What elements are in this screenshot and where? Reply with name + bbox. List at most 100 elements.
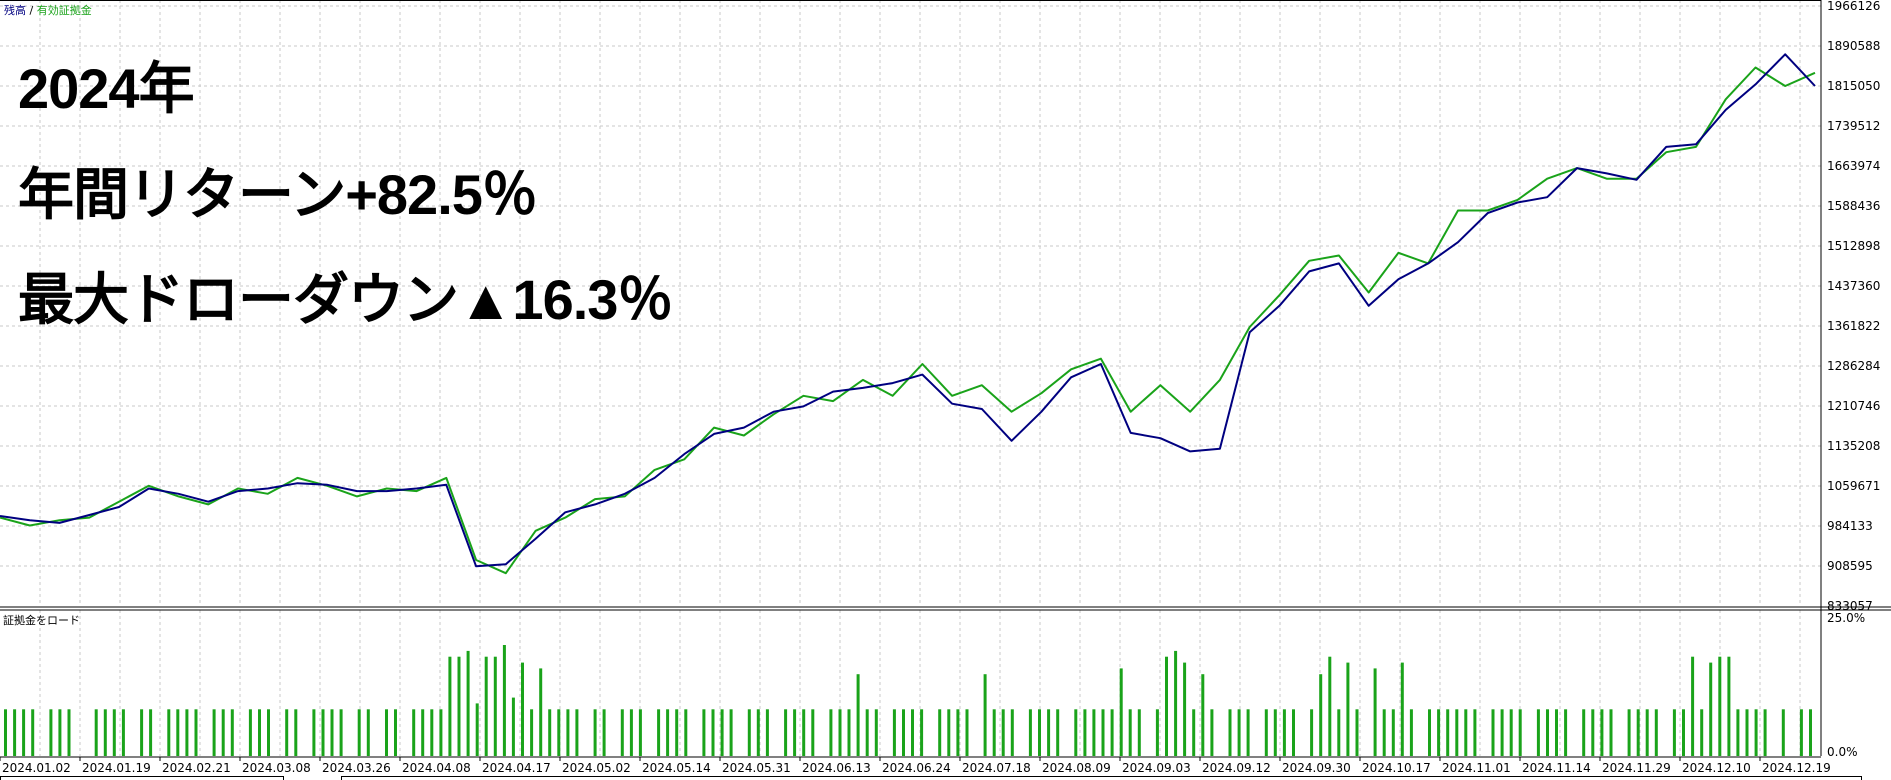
overlay-year: 2024年 xyxy=(18,57,195,120)
margin-load-bar xyxy=(1682,709,1685,756)
margin-load-bar xyxy=(1273,709,1277,756)
margin-load-bar xyxy=(58,709,62,756)
margin-load-bar xyxy=(874,709,878,756)
x-tick-label: 2024.05.14 xyxy=(642,761,711,775)
margin-load-bar xyxy=(140,709,144,756)
margin-load-bar xyxy=(1564,709,1568,756)
margin-load-bar xyxy=(176,709,180,756)
margin-load-bar xyxy=(475,703,479,756)
x-tick-label: 2024.02.21 xyxy=(162,761,231,775)
margin-load-bar xyxy=(1709,662,1713,756)
x-tick-label: 2024.07.18 xyxy=(962,761,1031,775)
margin-load-bar xyxy=(802,709,806,756)
margin-load-bar xyxy=(1056,709,1060,756)
margin-load-bar xyxy=(729,709,733,756)
margin-load-bar xyxy=(285,709,289,756)
y-tick-label: 984133 xyxy=(1827,519,1873,533)
margin-load-bar xyxy=(230,709,234,756)
y-tick-label: 1815050 xyxy=(1827,79,1880,93)
margin-load-bar xyxy=(629,709,633,756)
x-tick-label: 2024.03.26 xyxy=(322,761,391,775)
y-tick-label: 1739512 xyxy=(1827,119,1880,133)
margin-load-bar xyxy=(1400,662,1404,756)
margin-load-bar xyxy=(1183,662,1187,756)
margin-load-bar xyxy=(1455,709,1459,756)
margin-load-bar xyxy=(620,709,624,756)
margin-load-bar xyxy=(221,709,225,756)
margin-load-bar xyxy=(1165,656,1168,756)
x-tick-label: 2024.05.02 xyxy=(562,761,631,775)
margin-load-bar xyxy=(756,709,760,756)
x-tick-label: 2024.05.31 xyxy=(722,761,791,775)
margin-load-bar xyxy=(112,709,116,756)
x-tick-label: 2024.09.30 xyxy=(1282,761,1351,775)
margin-load-bar xyxy=(1391,709,1395,756)
x-tick-label: 2024.10.17 xyxy=(1362,761,1431,775)
bottom-scroll-box xyxy=(341,776,1862,780)
margin-load-bar xyxy=(548,709,552,756)
margin-load-bar xyxy=(13,709,17,756)
margin-load-bar xyxy=(1110,709,1114,756)
margin-load-bar xyxy=(1246,709,1250,756)
y-tick-label: 1286284 xyxy=(1827,359,1880,373)
margin-load-bar xyxy=(1600,709,1604,756)
margin-load-bar xyxy=(983,674,987,756)
margin-load-bar xyxy=(1210,709,1214,756)
y-tick-label: 1437360 xyxy=(1827,279,1880,293)
x-tick-label: 2024.11.29 xyxy=(1602,761,1671,775)
margin-load-bar xyxy=(1346,662,1350,756)
margin-load-bar xyxy=(4,709,7,756)
margin-load-bar xyxy=(829,709,833,756)
margin-load-bar xyxy=(1591,709,1595,756)
margin-load-bar xyxy=(675,709,679,756)
margin-load-bar xyxy=(49,709,53,756)
margin-load-bar xyxy=(1691,656,1695,756)
margin-y-tick-label: 25.0% xyxy=(1827,611,1865,625)
margin-load-bar xyxy=(720,709,724,756)
margin-load-bar xyxy=(1809,709,1812,756)
margin-load-bar xyxy=(702,709,706,756)
margin-load-bar xyxy=(1101,709,1105,756)
margin-load-bar xyxy=(339,709,343,756)
y-tick-label: 1890588 xyxy=(1827,39,1880,53)
x-tick-label: 2024.12.10 xyxy=(1682,761,1751,775)
margin-load-bar xyxy=(711,709,715,756)
margin-load-bar xyxy=(1799,709,1803,756)
margin-load-bar xyxy=(1700,709,1704,756)
margin-load-bar xyxy=(1119,668,1123,756)
margin-load-bar xyxy=(1491,709,1495,756)
margin-load-bar xyxy=(1128,709,1132,756)
margin-load-bar xyxy=(194,709,198,756)
margin-load-bar xyxy=(1509,709,1513,756)
margin-load-bar xyxy=(1292,709,1295,756)
margin-load-bar xyxy=(557,709,561,756)
margin-load-bar xyxy=(267,709,270,756)
margin-load-bar xyxy=(530,709,534,756)
margin-load-bar xyxy=(421,709,425,756)
margin-load-bar xyxy=(484,656,488,756)
margin-load-bar xyxy=(847,709,851,756)
margin-load-bar xyxy=(747,709,751,756)
margin-load-bar xyxy=(312,709,316,756)
margin-load-bar xyxy=(1736,709,1740,756)
margin-load-bar xyxy=(1672,709,1676,756)
margin-load-bar xyxy=(1500,709,1504,756)
margin-load-bar xyxy=(1038,709,1041,756)
margin-load-bar xyxy=(1718,656,1722,756)
margin-load-bar xyxy=(31,709,35,756)
margin-load-bar xyxy=(920,709,924,756)
x-tick-label: 2024.03.08 xyxy=(242,761,311,775)
margin-load-bar xyxy=(1282,709,1286,756)
margin-load-bar xyxy=(992,709,996,756)
margin-load-bar xyxy=(666,709,670,756)
margin-load-bar xyxy=(212,709,216,756)
margin-load-bar xyxy=(1047,709,1051,756)
margin-load-bar xyxy=(94,709,98,756)
margin-load-bar xyxy=(1763,709,1767,756)
margin-load-bar xyxy=(1092,709,1096,756)
x-tick-label: 2024.09.03 xyxy=(1122,761,1191,775)
margin-load-bar xyxy=(366,709,370,756)
margin-load-bar xyxy=(22,709,26,756)
margin-load-bar xyxy=(856,674,860,756)
y-tick-label: 1361822 xyxy=(1827,319,1880,333)
